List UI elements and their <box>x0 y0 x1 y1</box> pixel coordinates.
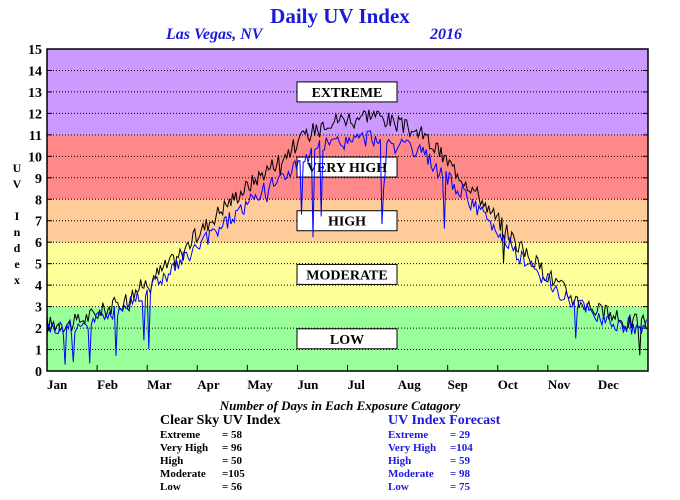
forecast-block: UV Index Forecast Extreme = 29 Very High =1… <box>388 413 500 494</box>
clear-sky-label: Low <box>160 481 181 493</box>
y-axis-label-char: d <box>13 241 21 255</box>
series-line-1 <box>46 130 647 365</box>
y-tick-label: 13 <box>28 86 42 101</box>
forecast-row: Extreme = 29 <box>388 429 500 442</box>
forecast-row: Low = 75 <box>388 481 500 494</box>
x-tick-label: Aug <box>398 377 422 392</box>
forecast-label: Extreme <box>388 429 429 441</box>
band-label-box <box>296 263 398 285</box>
y-axis-label-char: I <box>14 209 20 223</box>
clear-sky-block: Clear Sky UV Index Extreme = 58 Very High =… <box>160 413 280 494</box>
band-label: LOW <box>330 333 364 348</box>
y-axis-label-char: e <box>14 257 20 271</box>
band-label: EXTREME <box>312 86 383 101</box>
x-tick-label: Sep <box>448 377 468 392</box>
forecast-label: Very High <box>388 442 437 454</box>
band-label-box <box>296 210 398 232</box>
band-label: MODERATE <box>306 268 387 283</box>
y-tick-label: 0 <box>35 365 42 380</box>
y-axis-label-char: V <box>12 177 22 191</box>
stats-title: Number of Days in Each Exposure Catagory <box>219 398 461 413</box>
forecast-value: =104 <box>450 442 473 454</box>
clear-sky-label: Moderate <box>160 468 206 480</box>
y-axis-label-char: n <box>13 225 21 239</box>
x-tick-label: Nov <box>548 377 571 392</box>
y-tick-label: 2 <box>35 322 42 337</box>
clear-sky-value: =105 <box>222 468 245 480</box>
x-tick-label: Jul <box>348 377 366 392</box>
y-tick-label: 9 <box>35 172 42 187</box>
forecast-row: High = 59 <box>388 455 500 468</box>
x-tick-label: Jun <box>297 377 319 392</box>
band-label: VERY HIGH <box>307 161 387 176</box>
clear-sky-row: Moderate =105 <box>160 468 280 481</box>
y-tick-label: 5 <box>35 258 42 273</box>
forecast-value: = 98 <box>450 468 471 480</box>
forecast-label: Moderate <box>388 468 434 480</box>
y-tick-label: 10 <box>28 150 42 165</box>
clear-sky-label: Extreme <box>160 429 201 441</box>
clear-sky-row: Extreme = 58 <box>160 429 280 442</box>
forecast-value: = 75 <box>450 481 471 493</box>
clear-sky-row: Low = 56 <box>160 481 280 494</box>
x-tick-label: Jan <box>47 377 68 392</box>
forecast-label: Low <box>388 481 409 493</box>
x-tick-label: Dec <box>598 377 619 392</box>
series-line-0 <box>46 109 647 356</box>
location-subtitle: Las Vegas, NV <box>166 26 263 43</box>
y-tick-label: 1 <box>35 344 42 359</box>
y-tick-label: 6 <box>35 236 42 251</box>
clear-sky-label: Very High <box>160 442 209 454</box>
clear-sky-value: = 58 <box>222 429 243 441</box>
band-label: HIGH <box>328 215 366 230</box>
clear-sky-label: High <box>160 455 184 467</box>
clear-sky-title: Clear Sky UV Index <box>160 413 281 428</box>
forecast-row: Very High =104 <box>388 442 500 455</box>
forecast-row: Moderate = 98 <box>388 468 500 481</box>
band-label-box <box>296 81 398 103</box>
y-tick-label: 7 <box>35 215 42 230</box>
year-subtitle: 2016 <box>430 26 462 43</box>
forecast-label: High <box>388 455 412 467</box>
y-axis-label-char: U <box>12 161 22 175</box>
forecast-value: = 59 <box>450 455 471 467</box>
x-tick-label: Oct <box>498 377 519 392</box>
clear-sky-value: = 56 <box>222 481 243 493</box>
y-tick-label: 12 <box>28 107 42 122</box>
x-tick-label: Apr <box>197 377 220 392</box>
clear-sky-row: Very High = 96 <box>160 442 280 455</box>
y-tick-label: 14 <box>28 64 42 79</box>
chart-title: Daily UV Index <box>270 4 410 28</box>
y-axis-label-char: x <box>14 273 20 287</box>
clear-sky-value: = 50 <box>222 455 243 467</box>
x-tick-label: Feb <box>97 377 118 392</box>
clear-sky-row: High = 50 <box>160 455 280 468</box>
y-tick-label: 8 <box>35 193 42 208</box>
forecast-value: = 29 <box>450 429 471 441</box>
y-tick-label: 3 <box>35 301 42 316</box>
x-tick-label: May <box>247 377 273 392</box>
y-tick-label: 4 <box>35 279 42 294</box>
x-tick-label: Mar <box>147 377 172 392</box>
y-tick-label: 15 <box>28 43 42 58</box>
y-tick-label: 11 <box>29 129 42 144</box>
forecast-title: UV Index Forecast <box>388 413 501 428</box>
band-label-box <box>296 328 398 350</box>
clear-sky-value: = 96 <box>222 442 243 454</box>
